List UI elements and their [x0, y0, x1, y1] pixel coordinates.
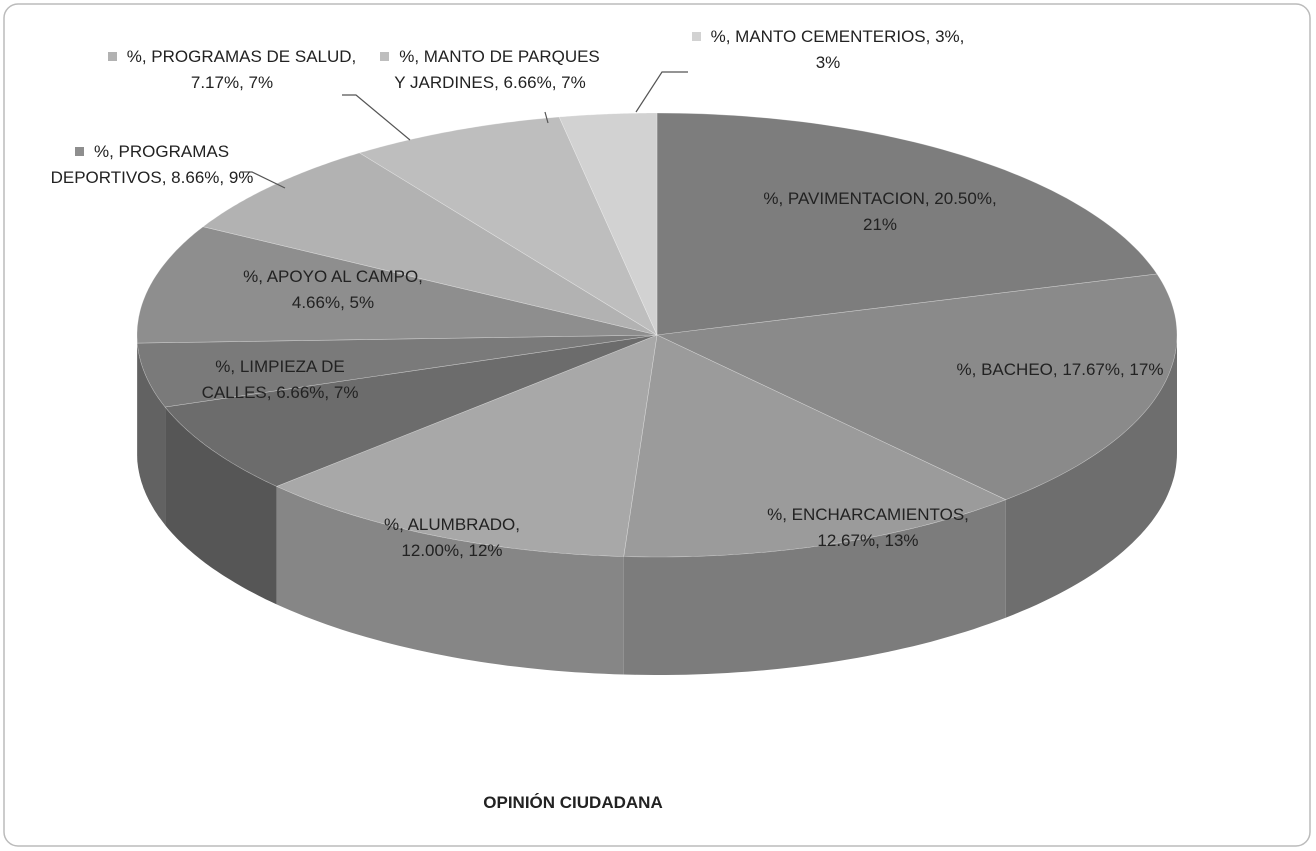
data-label-text: %, PROGRAMAS DEPORTIVOS, 8.66%, 9% — [50, 142, 254, 187]
slice-side — [276, 486, 624, 675]
slice-sides — [137, 335, 1177, 675]
legend-key — [74, 147, 84, 156]
slice — [623, 334, 1007, 558]
data-label: %, BACHEO, 17.67%, 17% — [940, 357, 1180, 383]
slice-side — [623, 499, 1006, 675]
data-label-text: %, APOYO AL CAMPO, 4.66%, 5% — [243, 267, 423, 312]
data-label-text: %, LIMPIEZA DE CALLES, 6.66%, 7% — [201, 357, 359, 402]
leader-line — [342, 94, 411, 141]
leader-lines — [240, 71, 688, 189]
data-label-text: %, MANTO DE PARQUES Y JARDINES, 6.66%, 7… — [394, 47, 600, 92]
data-label-text: %, MANTO CEMENTERIOS, 3%, 3% — [710, 27, 965, 72]
slice — [164, 334, 658, 487]
slice — [656, 112, 1158, 336]
data-label: %, MANTO CEMENTERIOS, 3%, 3% — [688, 24, 968, 76]
slice-top — [136, 226, 658, 344]
data-label-text: %, ENCHARCAMIENTOS, 12.67%, 13% — [767, 505, 969, 550]
slice-top — [655, 273, 1178, 501]
data-label-text: %, BACHEO, 17.67%, 17% — [956, 360, 1164, 379]
data-label-text: %, PAVIMENTACION, 20.50%, 21% — [763, 189, 997, 234]
slice-side — [1005, 335, 1177, 618]
legend-key — [691, 32, 701, 41]
pie — [136, 112, 1178, 675]
slice-top — [623, 334, 1007, 558]
slice-side — [165, 407, 277, 605]
data-label: %, PROGRAMAS DE SALUD, 7.17%, 7% — [102, 44, 362, 96]
slice-top — [275, 334, 658, 557]
legend-key — [107, 52, 117, 61]
data-label-text: %, ALUMBRADO, 12.00%, 12% — [383, 515, 521, 560]
legend-key — [380, 52, 390, 61]
leader-line — [635, 71, 688, 113]
data-label: %, MANTO DE PARQUES Y JARDINES, 6.66%, 7… — [375, 44, 605, 96]
slice-top — [558, 112, 658, 336]
chart-title: OPINIÓN CIUDADANA — [483, 793, 663, 812]
slice — [275, 334, 658, 557]
data-label-text: %, PROGRAMAS DE SALUD, 7.17%, 7% — [126, 47, 357, 92]
slice-top — [358, 116, 658, 336]
slice-top — [656, 112, 1158, 336]
slice — [202, 152, 658, 336]
slice-side — [137, 343, 166, 525]
slice — [136, 334, 658, 408]
slice — [558, 112, 658, 336]
slice — [655, 273, 1178, 501]
slice — [358, 116, 658, 336]
data-label: %, LIMPIEZA DE CALLES, 6.66%, 7% — [180, 354, 380, 406]
slice — [136, 226, 658, 344]
slice-top — [202, 152, 658, 336]
data-label: %, APOYO AL CAMPO, 4.66%, 5% — [233, 264, 433, 316]
data-label: %, PROGRAMAS DEPORTIVOS, 8.66%, 9% — [27, 139, 277, 191]
data-label: %, ALUMBRADO, 12.00%, 12% — [352, 512, 552, 564]
data-label: %, PAVIMENTACION, 20.50%, 21% — [760, 186, 1000, 238]
data-label: %, ENCHARCAMIENTOS, 12.67%, 13% — [748, 502, 988, 554]
leader-line — [544, 111, 549, 124]
leader-line — [240, 171, 286, 189]
slice-top — [136, 334, 658, 408]
slice-top — [164, 334, 658, 487]
